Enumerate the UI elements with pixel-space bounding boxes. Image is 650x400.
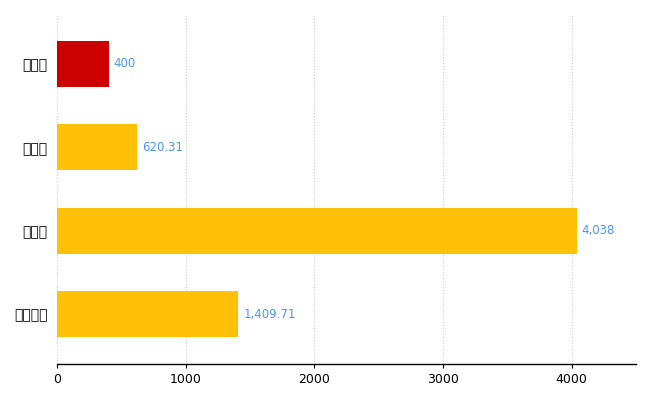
Text: 1,409.71: 1,409.71: [244, 308, 296, 320]
Bar: [57, 124, 137, 170]
Text: 620.31: 620.31: [142, 141, 183, 154]
Bar: [57, 291, 239, 337]
Bar: [57, 41, 109, 87]
Bar: [57, 208, 577, 254]
Text: 400: 400: [114, 58, 136, 70]
Text: 4,038: 4,038: [582, 224, 615, 237]
